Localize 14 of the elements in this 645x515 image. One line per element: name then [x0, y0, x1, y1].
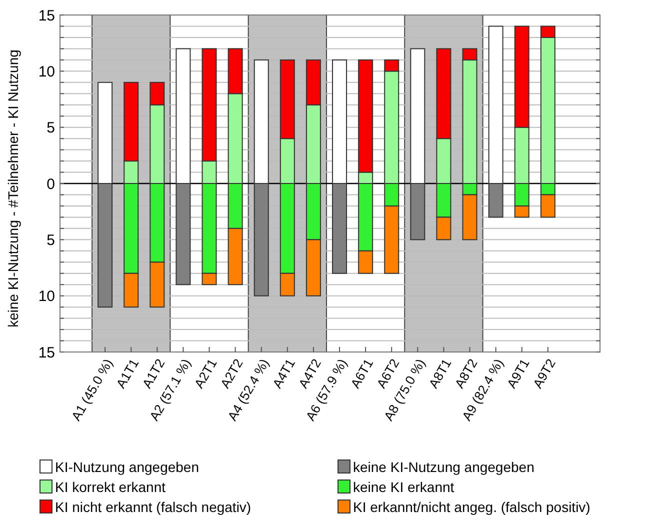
y-tick-label: 5 — [46, 120, 55, 137]
y-tick-label: 10 — [38, 63, 55, 80]
legend-label: keine KI-Nutzung angegeben — [353, 458, 534, 475]
legend-label: KI korrekt erkannt — [55, 478, 166, 495]
y-tick-label: 15 — [38, 7, 55, 24]
y-tick-label: 0 — [46, 176, 55, 193]
legend-label: KI-Nutzung angegeben — [55, 458, 199, 475]
legend-label: KI erkannt/nicht angeg. (falsch positiv) — [353, 498, 590, 515]
y-tick-label: 10 — [38, 288, 55, 306]
y-axis-title: keine KI-Nutzung - #Teilnehmer - KI Nutzung — [5, 50, 21, 328]
legend-label: keine KI erkannt — [353, 478, 454, 495]
y-tick-label: 5 — [46, 232, 55, 249]
y-tick-label: 15 — [38, 344, 55, 362]
legend-label: KI nicht erkannt (falsch negativ) — [55, 498, 252, 515]
